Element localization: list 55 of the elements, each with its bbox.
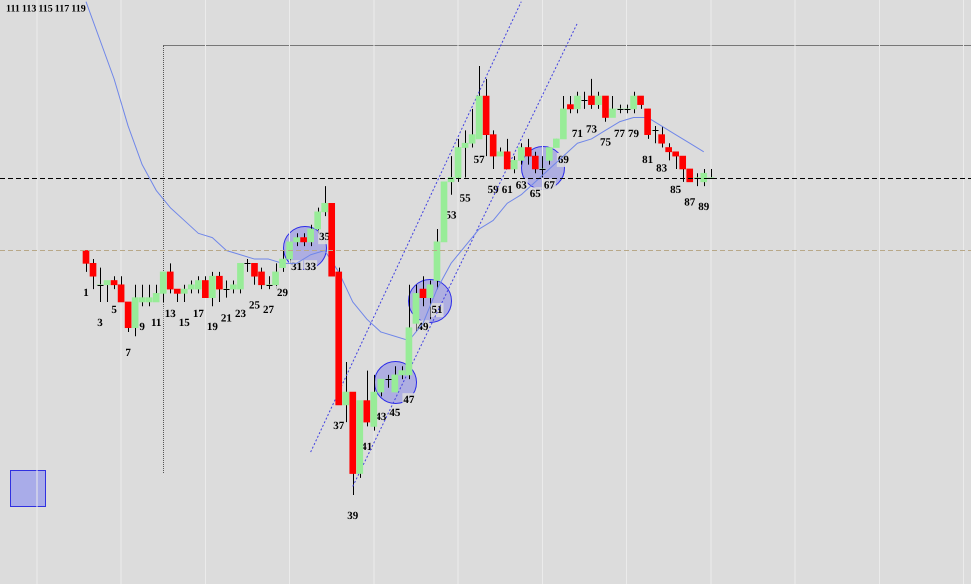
x-tick-label: 89 bbox=[698, 200, 710, 213]
x-tick-label: 7 bbox=[125, 346, 132, 359]
x-tick-label: 81 bbox=[642, 154, 654, 166]
x-tick-label: 17 bbox=[192, 308, 204, 320]
candlestick bbox=[602, 96, 609, 122]
x-tick-label: 3 bbox=[97, 316, 104, 329]
candlestick bbox=[363, 370, 370, 427]
text: 119 bbox=[71, 4, 86, 15]
candlestick bbox=[658, 126, 665, 148]
candlestick bbox=[209, 271, 216, 307]
x-tick-label: 27 bbox=[263, 304, 275, 316]
x-tick-label: 9 bbox=[139, 321, 146, 334]
x-tick-label: 79 bbox=[628, 128, 640, 140]
candlestick bbox=[426, 280, 434, 320]
x-tick-label: 75 bbox=[600, 136, 612, 149]
x-tick-label: 85 bbox=[670, 184, 682, 196]
x-tick-label: 33 bbox=[305, 261, 317, 274]
x-tick-label: 1 bbox=[83, 286, 89, 299]
x-tick-label: 37 bbox=[333, 420, 345, 432]
candlestick bbox=[637, 96, 644, 110]
x-tick-label: 29 bbox=[277, 286, 289, 299]
x-tick-label: 71 bbox=[572, 128, 583, 140]
candlestick bbox=[420, 276, 426, 307]
x-tick-label: 65 bbox=[530, 188, 542, 200]
x-tick-label: 19 bbox=[206, 321, 218, 334]
candlestick bbox=[202, 276, 209, 298]
x-tick-label: 83 bbox=[656, 162, 668, 174]
x-tick-label: 25 bbox=[248, 300, 260, 312]
x-tick-label: 47 bbox=[403, 394, 415, 406]
x-tick-label: 63 bbox=[516, 180, 528, 192]
x-tick-label: 21 bbox=[220, 312, 232, 325]
text: 117 bbox=[54, 4, 70, 15]
x-tick-label: 57 bbox=[474, 154, 486, 166]
x-tick-label: 39 bbox=[347, 510, 359, 522]
x-tick-label: 77 bbox=[614, 128, 626, 140]
text: 115 bbox=[38, 4, 53, 15]
x-tick-label: 61 bbox=[502, 184, 513, 196]
x-tick-label: 45 bbox=[389, 406, 401, 419]
x-tick-label: 11 bbox=[150, 316, 162, 329]
x-tick-label: 87 bbox=[684, 196, 696, 209]
x-tick-label: 69 bbox=[558, 154, 570, 166]
candlestick bbox=[595, 91, 602, 110]
x-tick-label: 5 bbox=[111, 304, 118, 316]
x-tick-label: 23 bbox=[234, 308, 246, 320]
candlestick bbox=[504, 138, 511, 170]
x-tick-label: 73 bbox=[586, 124, 598, 136]
x-tick-label: 55 bbox=[460, 192, 472, 204]
x-tick-label: 67 bbox=[544, 180, 556, 192]
text: 113 bbox=[22, 4, 36, 15]
x-tick-label: 13 bbox=[164, 308, 176, 320]
x-tick-label: 51 bbox=[432, 304, 442, 316]
x-tick-label: 15 bbox=[178, 316, 190, 329]
candlestick bbox=[342, 362, 350, 423]
x-tick-label: 59 bbox=[488, 184, 500, 196]
text: 111 bbox=[6, 4, 20, 15]
